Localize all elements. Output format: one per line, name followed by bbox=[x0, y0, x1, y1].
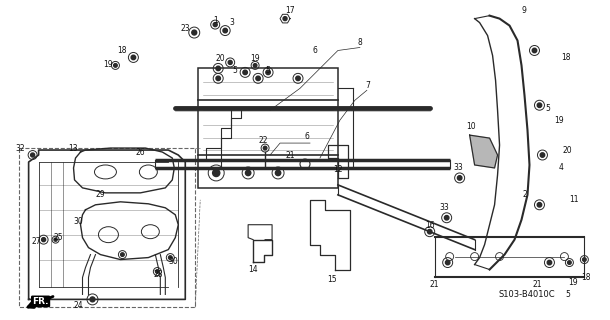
Text: 19: 19 bbox=[104, 60, 113, 69]
Circle shape bbox=[567, 261, 571, 264]
Circle shape bbox=[213, 169, 220, 177]
Text: 23: 23 bbox=[181, 24, 190, 33]
Text: 5: 5 bbox=[233, 66, 238, 75]
Circle shape bbox=[266, 70, 270, 75]
Text: FR.: FR. bbox=[32, 297, 49, 306]
Circle shape bbox=[540, 153, 545, 157]
Text: 33: 33 bbox=[454, 164, 464, 172]
Circle shape bbox=[41, 238, 46, 242]
Text: 18: 18 bbox=[562, 53, 571, 62]
Text: 1: 1 bbox=[213, 16, 218, 25]
Circle shape bbox=[256, 76, 260, 81]
Text: 21: 21 bbox=[533, 280, 542, 289]
Circle shape bbox=[275, 170, 281, 176]
Circle shape bbox=[168, 256, 172, 260]
Circle shape bbox=[131, 55, 135, 60]
Text: 3: 3 bbox=[230, 18, 235, 27]
Circle shape bbox=[537, 103, 542, 108]
Text: 6: 6 bbox=[312, 46, 317, 55]
Text: 19: 19 bbox=[554, 116, 564, 125]
Circle shape bbox=[121, 253, 124, 256]
Text: 5: 5 bbox=[545, 104, 550, 113]
Circle shape bbox=[213, 23, 217, 27]
Text: 14: 14 bbox=[248, 265, 258, 274]
Circle shape bbox=[296, 76, 300, 81]
Text: 30: 30 bbox=[74, 217, 84, 226]
Circle shape bbox=[428, 229, 432, 234]
Text: 10: 10 bbox=[466, 122, 475, 131]
Circle shape bbox=[583, 258, 586, 261]
Text: 19: 19 bbox=[569, 278, 578, 287]
Text: 12: 12 bbox=[333, 165, 343, 174]
Circle shape bbox=[216, 76, 220, 81]
Circle shape bbox=[30, 153, 35, 157]
Circle shape bbox=[458, 176, 462, 180]
Text: 28: 28 bbox=[154, 270, 163, 279]
Text: 2: 2 bbox=[522, 190, 527, 199]
Bar bbox=[19, 148, 195, 307]
Text: 13: 13 bbox=[68, 144, 77, 153]
Circle shape bbox=[445, 215, 449, 220]
Text: S103-B4010C: S103-B4010C bbox=[498, 290, 555, 299]
Circle shape bbox=[156, 270, 159, 273]
Text: 18: 18 bbox=[581, 273, 591, 282]
Circle shape bbox=[243, 70, 248, 75]
Text: 32: 32 bbox=[16, 144, 26, 153]
Circle shape bbox=[537, 203, 542, 207]
Circle shape bbox=[547, 260, 551, 265]
Text: 20: 20 bbox=[562, 146, 572, 155]
Circle shape bbox=[113, 64, 117, 67]
Circle shape bbox=[283, 17, 287, 20]
Text: 25: 25 bbox=[54, 233, 63, 242]
Bar bbox=[198, 68, 338, 188]
Text: 17: 17 bbox=[285, 6, 295, 15]
Text: 7: 7 bbox=[365, 81, 370, 90]
Polygon shape bbox=[470, 135, 498, 168]
Text: 6: 6 bbox=[304, 132, 309, 140]
Circle shape bbox=[54, 238, 57, 241]
Text: 16: 16 bbox=[425, 221, 434, 230]
Text: 5: 5 bbox=[565, 290, 570, 299]
Text: 21: 21 bbox=[285, 150, 295, 160]
Circle shape bbox=[228, 60, 232, 64]
Text: 27: 27 bbox=[32, 237, 41, 246]
Circle shape bbox=[264, 146, 267, 150]
Circle shape bbox=[216, 66, 220, 71]
Text: 4: 4 bbox=[559, 164, 564, 172]
Text: 20: 20 bbox=[215, 54, 225, 63]
Text: 18: 18 bbox=[118, 46, 127, 55]
Circle shape bbox=[223, 28, 228, 33]
Circle shape bbox=[90, 297, 95, 302]
Circle shape bbox=[192, 30, 196, 35]
Text: 15: 15 bbox=[327, 275, 337, 284]
Text: 11: 11 bbox=[570, 195, 579, 204]
Circle shape bbox=[445, 260, 450, 265]
Text: 30: 30 bbox=[168, 257, 178, 266]
Text: 21: 21 bbox=[430, 280, 439, 289]
Text: 24: 24 bbox=[74, 301, 84, 310]
Text: 8: 8 bbox=[357, 38, 362, 47]
Text: 29: 29 bbox=[96, 190, 106, 199]
Circle shape bbox=[253, 64, 257, 67]
Text: 19: 19 bbox=[250, 54, 260, 63]
Text: 26: 26 bbox=[135, 148, 145, 156]
Circle shape bbox=[533, 48, 537, 53]
Circle shape bbox=[245, 170, 251, 176]
Text: 22: 22 bbox=[259, 136, 268, 145]
Text: 5: 5 bbox=[265, 66, 270, 75]
Text: 33: 33 bbox=[440, 203, 450, 212]
Text: 9: 9 bbox=[521, 6, 526, 15]
